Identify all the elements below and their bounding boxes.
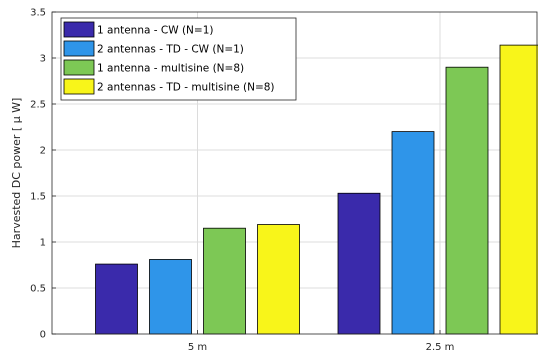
bar	[445, 66, 489, 335]
y-tick-label: 1.5	[30, 192, 46, 203]
legend-entry-label: 1 antenna - multisine (N=8)	[97, 63, 244, 75]
y-tick-label: 2	[40, 146, 46, 157]
bar	[499, 44, 538, 335]
legend-swatch	[63, 59, 95, 76]
x-tick-label: 5 m	[188, 342, 207, 353]
x-axis-ticks: 5 m 2.5 m	[188, 330, 455, 353]
legend-swatch	[63, 40, 95, 57]
axes-box	[51, 11, 538, 335]
bar	[337, 192, 381, 335]
legend: 1 antenna - CW (N=1) 2 antennas - TD - CW…	[60, 17, 297, 101]
legend-swatch	[63, 21, 95, 38]
bar	[257, 224, 300, 335]
x-tick-label: 2.5 m	[426, 342, 455, 353]
legend-box	[60, 17, 297, 101]
axes-frame	[51, 11, 538, 335]
y-tick-label: 1	[40, 238, 46, 249]
legend-entry-label: 1 antenna - CW (N=1)	[97, 25, 213, 37]
legend-entry-label: 2 antennas - TD - CW (N=1)	[97, 44, 244, 56]
y-tick-label: 3	[40, 54, 46, 65]
legend-swatch	[63, 78, 95, 95]
y-axis-label: Harvested DC power [ μ W]	[10, 98, 23, 249]
bars	[95, 44, 538, 335]
y-tick-label: 2.5	[30, 100, 46, 111]
y-tick-label: 0	[40, 330, 46, 341]
y-axis-ticks: 0 0.5 1 1.5 2 2.5 3 3.5	[30, 8, 56, 341]
y-tick-label: 3.5	[30, 8, 46, 19]
legend-entry-label: 2 antennas - TD - multisine (N=8)	[97, 82, 275, 94]
bar	[203, 227, 246, 335]
bar	[149, 259, 192, 335]
bar	[391, 131, 435, 335]
y-tick-label: 0.5	[30, 284, 46, 295]
bar	[95, 263, 138, 335]
